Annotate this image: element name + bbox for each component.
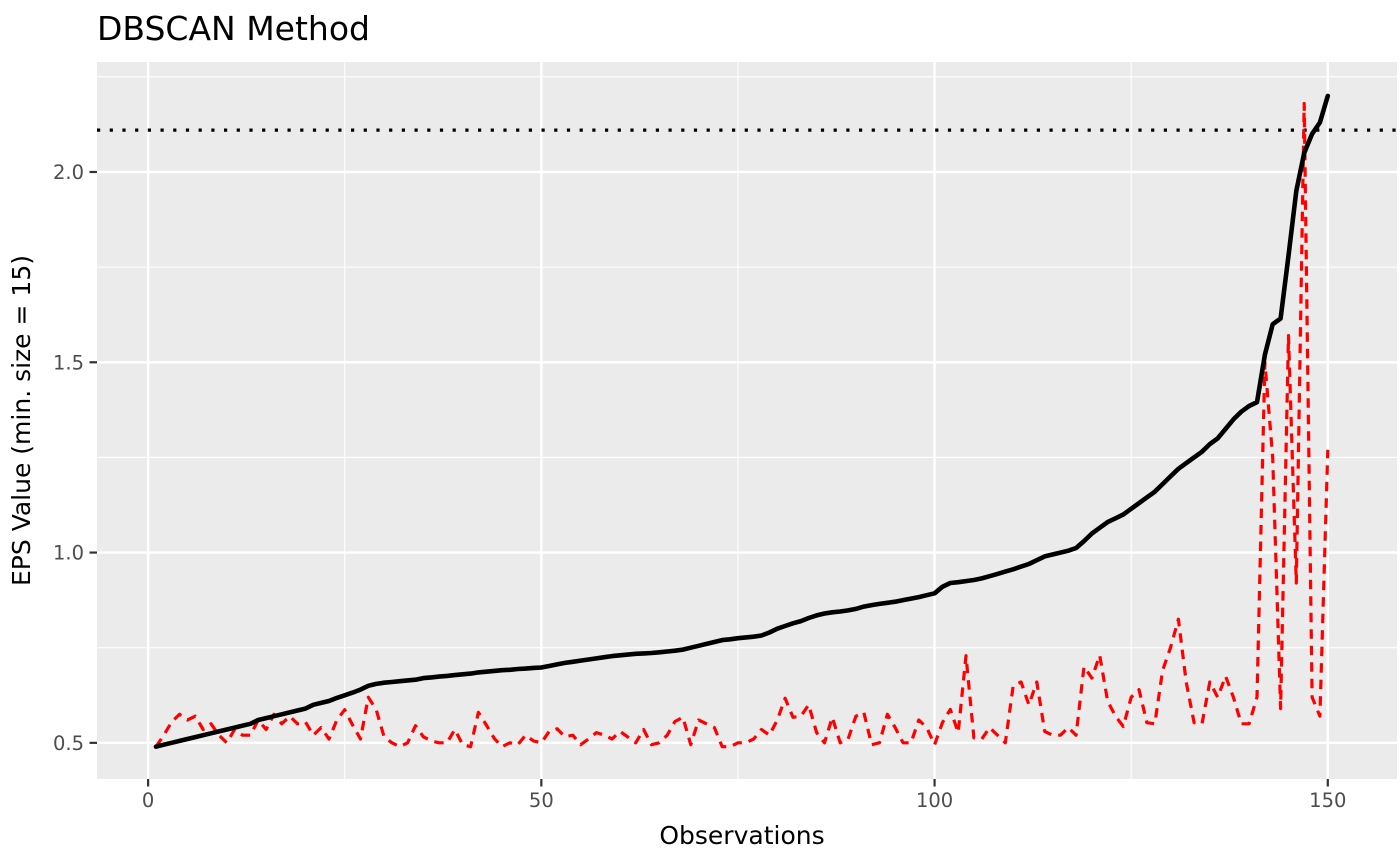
x-tick-label: 100 — [916, 789, 953, 812]
x-axis-tick-labels: 0 50 100 150 — [142, 789, 1347, 812]
x-tick-label: 0 — [142, 789, 154, 812]
y-tick-label: 1.5 — [53, 351, 84, 374]
x-tick-label: 150 — [1309, 789, 1346, 812]
y-tick-label: 1.0 — [53, 542, 84, 565]
black-solid-series-line — [153, 93, 1331, 750]
y-axis-tick-labels: 0.5 1.0 1.5 2.0 — [53, 161, 84, 755]
red-dashed-series-line — [154, 101, 1330, 749]
x-tick-label: 50 — [529, 789, 554, 812]
x-axis-title: Observations — [659, 821, 824, 850]
plot-panel-background — [97, 62, 1397, 779]
gridlines-minor — [97, 62, 1397, 779]
y-tick-label: 2.0 — [53, 161, 84, 184]
y-axis-title: EPS Value (min. size = 15) — [7, 255, 36, 586]
plot-title: DBSCAN Method — [97, 9, 370, 48]
axis-tick-marks — [89, 170, 1329, 787]
gridlines-major — [97, 62, 1397, 779]
y-tick-label: 0.5 — [53, 732, 84, 755]
